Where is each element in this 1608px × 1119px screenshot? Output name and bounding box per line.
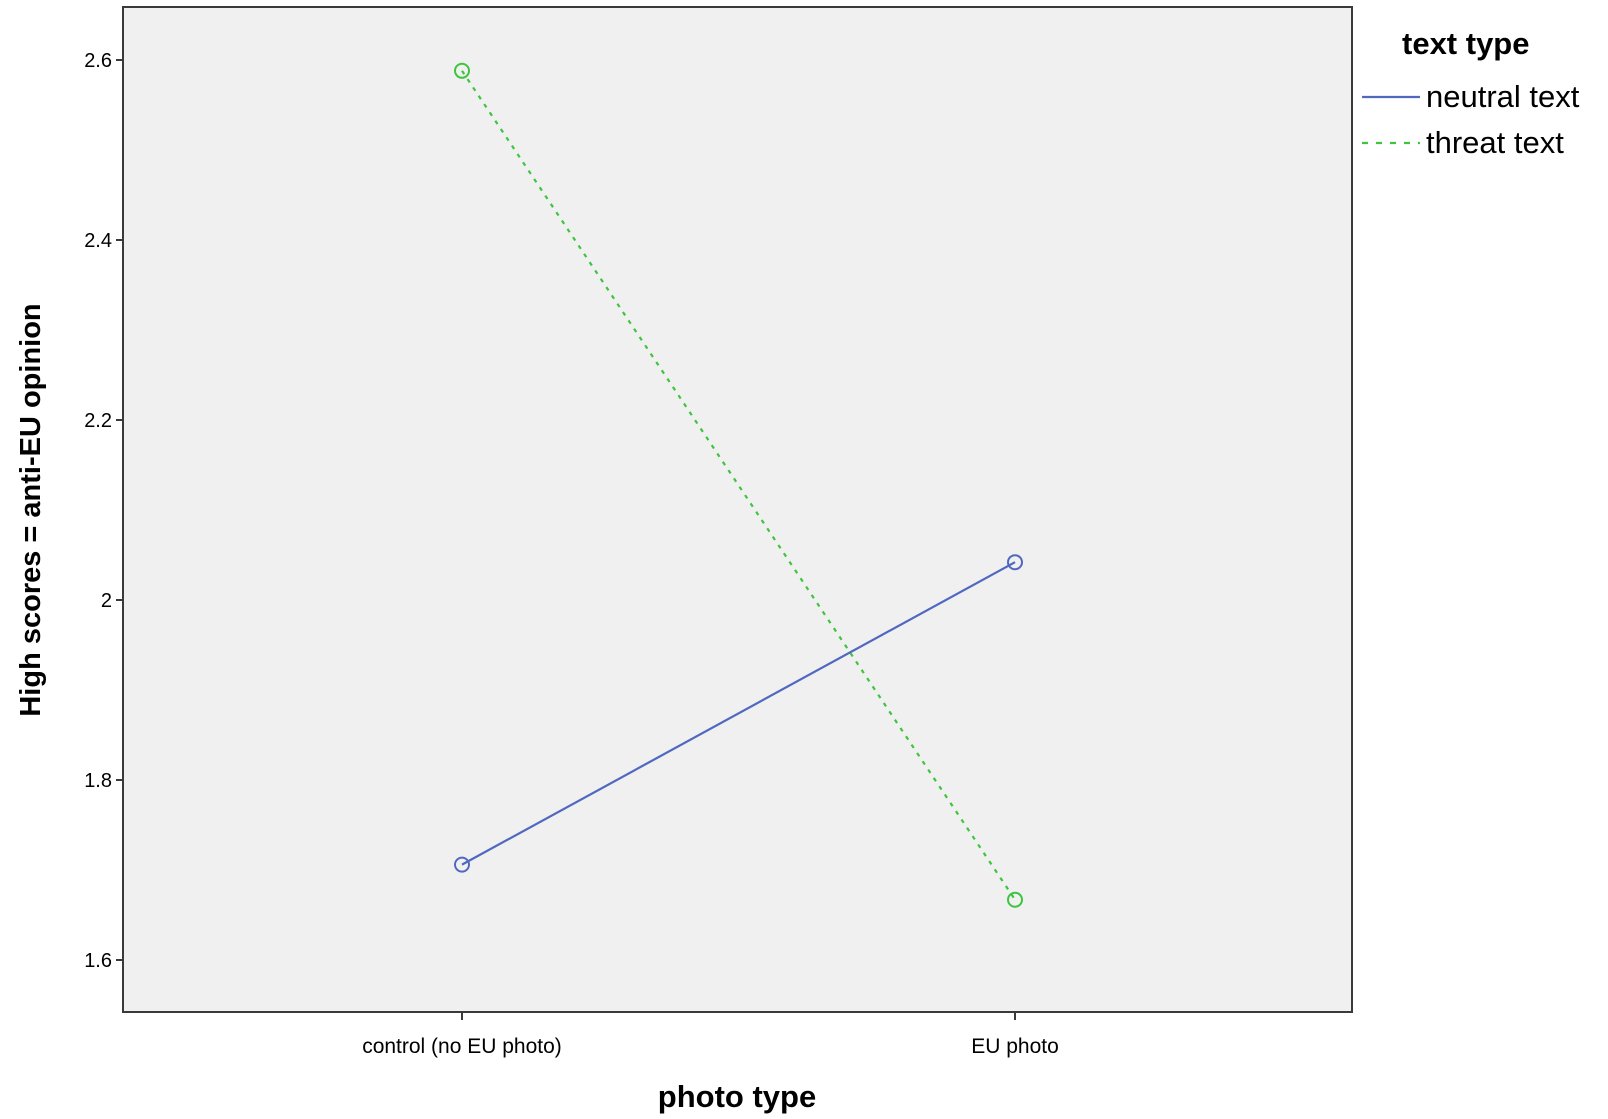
data-point — [454, 856, 470, 873]
x-axis: control (no EU photo) EU photo — [362, 1012, 1059, 1058]
y-axis-label: High scores = anti-EU opinion — [15, 303, 47, 716]
data-point — [1007, 891, 1023, 908]
series-neutral-text — [454, 554, 1023, 873]
legend-entries: neutral text threat text — [1362, 79, 1580, 160]
y-tick-label: 2.2 — [84, 410, 112, 432]
data-point — [1007, 554, 1023, 571]
y-tick-label: 2 — [101, 590, 112, 612]
series-threat-text — [454, 62, 1023, 908]
x-tick-label: EU photo — [971, 1035, 1059, 1058]
series-line — [461, 70, 1016, 901]
y-tick-label: 2.4 — [84, 230, 112, 252]
series-layer — [454, 62, 1023, 908]
y-tick-label: 1.8 — [84, 770, 112, 792]
data-point — [454, 62, 470, 79]
y-axis: 1.6 1.8 2 2.2 2.4 2.6 — [84, 50, 123, 972]
legend-label: threat text — [1426, 125, 1564, 160]
y-tick-label: 1.6 — [84, 950, 112, 972]
x-tick-label: control (no EU photo) — [362, 1035, 562, 1058]
plot-area — [122, 6, 1353, 1013]
x-axis-label: photo type — [658, 1079, 816, 1114]
legend-title: text type — [1402, 26, 1529, 61]
legend-entry: neutral text — [1362, 79, 1580, 114]
y-tick-label: 2.6 — [84, 50, 112, 72]
series-line — [461, 561, 1016, 866]
legend-label: neutral text — [1426, 79, 1580, 114]
legend-entry: threat text — [1362, 125, 1564, 160]
legend: text type neutral text threat text — [1362, 26, 1580, 160]
